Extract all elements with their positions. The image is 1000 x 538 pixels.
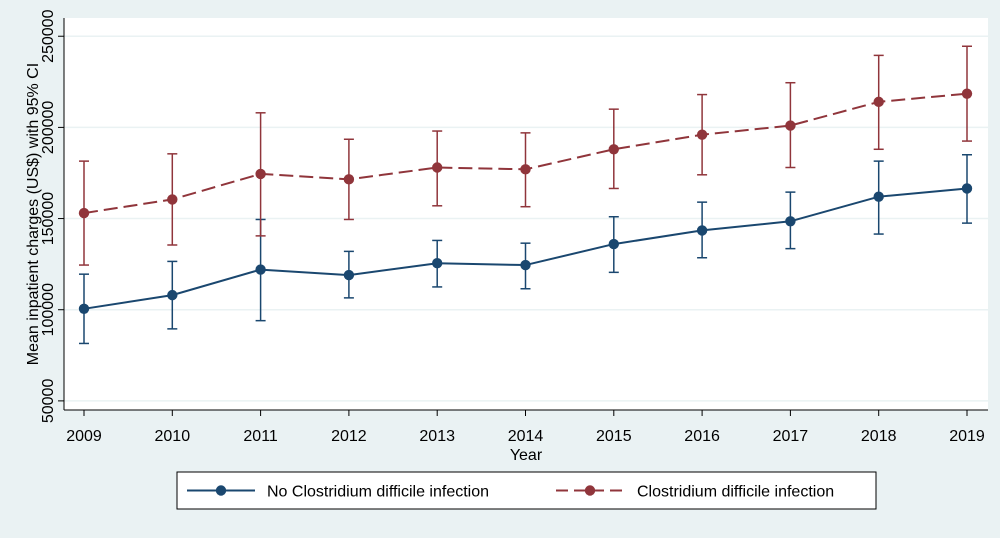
x-tick-label: 2016 xyxy=(684,428,720,445)
y-axis-ticks: 50000 100000 150000 200000 250000 xyxy=(40,9,64,423)
legend-box xyxy=(176,471,877,510)
x-axis-title: Year xyxy=(510,447,543,464)
y-tick-label: 50000 xyxy=(40,379,57,424)
series-layer xyxy=(78,45,973,345)
data-point xyxy=(961,183,973,194)
data-point xyxy=(873,96,884,108)
legend-item-0: No Clostridium difficile infection xyxy=(187,484,489,501)
data-point xyxy=(608,144,619,155)
y-tick-label: 200000 xyxy=(40,101,57,154)
x-tick-label: 2009 xyxy=(66,428,102,445)
legend-label: No Clostridium difficile infection xyxy=(267,484,489,501)
legend-marker xyxy=(215,485,227,496)
data-point xyxy=(255,168,266,180)
data-point xyxy=(432,162,443,173)
y-tick-label: 100000 xyxy=(40,283,57,336)
x-tick-label: 2018 xyxy=(861,428,897,445)
plot-area xyxy=(64,18,988,410)
x-tick-label: 2010 xyxy=(155,428,191,445)
data-point xyxy=(785,120,796,131)
x-tick-label: 2017 xyxy=(773,428,809,445)
data-point xyxy=(873,191,884,202)
data-point xyxy=(343,174,355,185)
x-axis-ticks: 2009 2010 2011 2012 2013 2014 2015 2016 2017 2018… xyxy=(66,410,985,445)
y-tick-label: 250000 xyxy=(40,9,57,62)
data-point xyxy=(696,129,708,140)
legend: No Clostridium difficile infection Clostr… xyxy=(187,484,834,501)
x-tick-label: 2015 xyxy=(596,428,632,445)
data-point xyxy=(78,303,90,315)
series-0 xyxy=(78,153,973,345)
data-point xyxy=(520,164,531,175)
x-tick-label: 2014 xyxy=(508,428,544,445)
data-point xyxy=(608,238,619,250)
data-point xyxy=(343,269,355,281)
data-point xyxy=(785,216,796,227)
data-point xyxy=(520,259,531,271)
data-point xyxy=(961,88,973,99)
x-tick-label: 2012 xyxy=(331,428,367,445)
x-tick-label: 2013 xyxy=(419,428,455,445)
data-point xyxy=(255,264,266,275)
data-point xyxy=(696,225,708,236)
y-tick-label: 150000 xyxy=(40,192,57,245)
x-tick-label: 2011 xyxy=(243,428,278,445)
legend-marker xyxy=(584,485,596,496)
data-point xyxy=(167,289,178,301)
data-point xyxy=(78,207,90,219)
legend-label: Clostridium difficile infection xyxy=(637,484,834,501)
x-tick-label: 2019 xyxy=(949,428,985,445)
data-point xyxy=(167,194,178,205)
data-point xyxy=(432,258,443,269)
gridlines xyxy=(64,35,988,402)
series-1 xyxy=(78,45,973,266)
y-axis-title: Mean inpatient charges (US$) with 95% CI xyxy=(25,63,42,365)
legend-item-1: Clostridium difficile infection xyxy=(556,484,834,501)
